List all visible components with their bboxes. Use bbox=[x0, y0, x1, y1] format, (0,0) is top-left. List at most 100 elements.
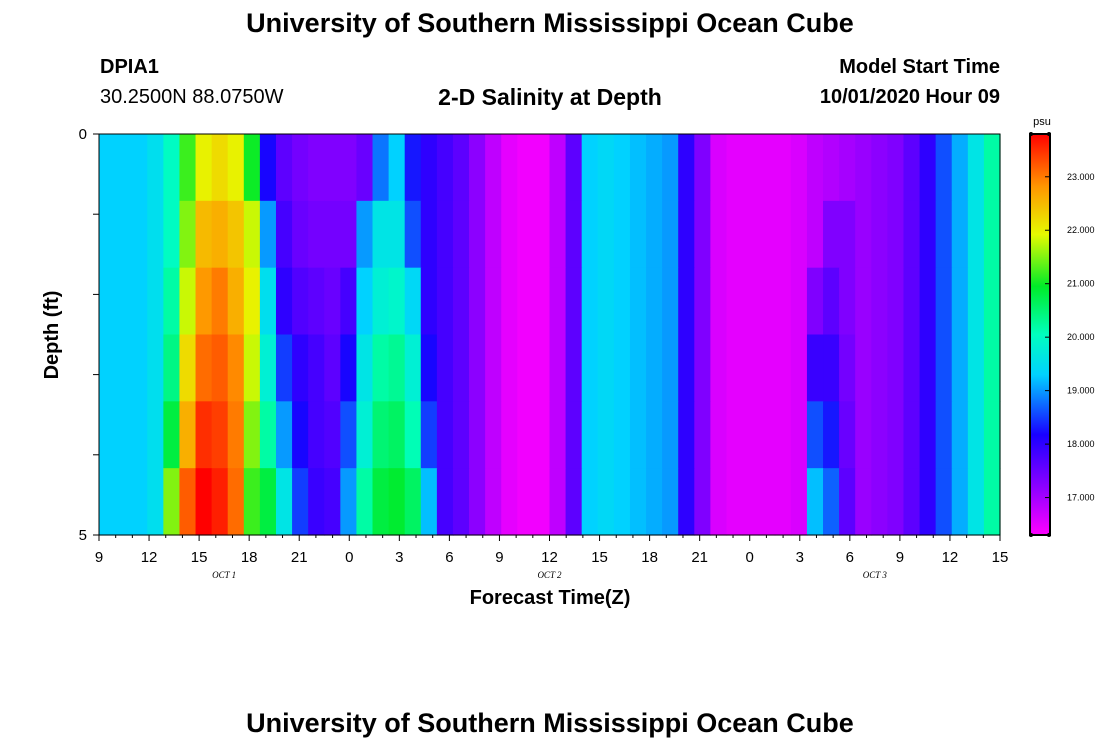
heatmap-cell bbox=[485, 468, 502, 536]
heatmap-cell bbox=[694, 200, 711, 269]
station-coordinates: 30.2500N 88.0750W bbox=[100, 86, 284, 108]
y-tick-label: 0 bbox=[79, 126, 87, 143]
heatmap-cell bbox=[243, 468, 261, 536]
heatmap-cell bbox=[211, 134, 229, 202]
heatmap-cell bbox=[356, 468, 374, 536]
heatmap-cell bbox=[115, 267, 132, 336]
heatmap-cell bbox=[195, 200, 213, 269]
heatmap-cell bbox=[823, 267, 840, 336]
heatmap-cell bbox=[887, 267, 905, 336]
heatmap-cell bbox=[839, 401, 856, 469]
heatmap-cell bbox=[259, 200, 277, 269]
heatmap-cell bbox=[839, 200, 856, 269]
x-tick-label: 21 bbox=[291, 549, 308, 566]
heatmap-cell bbox=[549, 468, 567, 536]
heatmap-cell bbox=[806, 200, 824, 269]
heatmap-cell bbox=[147, 401, 164, 469]
heatmap-cell bbox=[469, 334, 486, 402]
heatmap-cell bbox=[147, 468, 164, 536]
heatmap-cell bbox=[823, 401, 840, 469]
heatmap-cell bbox=[613, 134, 631, 202]
x-axis-label: Forecast Time(Z) bbox=[470, 587, 631, 609]
heatmap-cell bbox=[581, 334, 599, 402]
heatmap-cell bbox=[356, 401, 374, 469]
heatmap-cell bbox=[485, 401, 502, 469]
heatmap-cell bbox=[533, 401, 551, 469]
heatmap-cell bbox=[452, 468, 470, 536]
heatmap-cell bbox=[951, 267, 969, 336]
heatmap-cell bbox=[372, 334, 390, 402]
heatmap-cell bbox=[887, 200, 905, 269]
heatmap-cell bbox=[99, 334, 116, 402]
heatmap-cell bbox=[195, 468, 213, 536]
heatmap-cell bbox=[259, 334, 277, 402]
heatmap-cell bbox=[629, 200, 647, 269]
x-tick-label: 0 bbox=[345, 549, 353, 566]
heatmap-cell bbox=[983, 468, 1001, 536]
heatmap-cell bbox=[629, 267, 647, 336]
heatmap-cell bbox=[887, 134, 905, 202]
heatmap-cell bbox=[581, 468, 599, 536]
heatmap-cell bbox=[823, 134, 840, 202]
colorbar-tick-label: 18.000 bbox=[1067, 439, 1095, 449]
heatmap-cell bbox=[324, 334, 341, 402]
heatmap-cell bbox=[774, 468, 792, 536]
heatmap-cell bbox=[613, 267, 631, 336]
heatmap-cell bbox=[710, 134, 728, 202]
heatmap-cell bbox=[517, 468, 535, 536]
x-tick-label: 3 bbox=[395, 549, 403, 566]
heatmap-cell bbox=[243, 401, 261, 469]
x-tick-label: 6 bbox=[445, 549, 453, 566]
heatmap-cell bbox=[823, 200, 840, 269]
heatmap-cell bbox=[211, 267, 229, 336]
heatmap-cell bbox=[646, 134, 663, 202]
heatmap-cell bbox=[549, 267, 567, 336]
heatmap-cell bbox=[436, 267, 454, 336]
heatmap-cell bbox=[855, 334, 872, 402]
heatmap-cell bbox=[758, 267, 776, 336]
heatmap-cell bbox=[275, 134, 293, 202]
heatmap-cell bbox=[871, 200, 888, 269]
colorbar-gradient bbox=[1029, 133, 1051, 536]
heatmap-cell bbox=[420, 200, 438, 269]
heatmap-cell bbox=[131, 401, 148, 469]
heatmap-cell bbox=[163, 401, 181, 469]
heatmap-cell bbox=[99, 401, 116, 469]
heatmap-cell bbox=[163, 200, 181, 269]
heatmap-cell bbox=[195, 267, 213, 336]
heatmap-cell bbox=[179, 334, 197, 402]
colorbar-end-marker bbox=[1029, 132, 1033, 136]
heatmap-cell bbox=[839, 334, 856, 402]
heatmap-cell bbox=[774, 267, 792, 336]
heatmap-cell bbox=[871, 468, 888, 536]
heatmap-cell bbox=[227, 334, 245, 402]
heatmap-cell bbox=[790, 267, 808, 336]
heatmap-cell bbox=[99, 468, 116, 536]
heatmap-cell bbox=[790, 134, 808, 202]
heatmap-cell bbox=[678, 334, 695, 402]
heatmap-cell bbox=[613, 401, 631, 469]
heatmap-cell bbox=[758, 134, 776, 202]
heatmap-cell bbox=[565, 401, 583, 469]
heatmap-cell bbox=[388, 334, 406, 402]
heatmap-cell bbox=[517, 334, 535, 402]
heatmap-cell bbox=[710, 334, 728, 402]
colorbar-tick-label: 20.000 bbox=[1067, 332, 1095, 342]
heatmap-cell bbox=[823, 468, 840, 536]
heatmap-cell bbox=[565, 134, 583, 202]
heatmap-cell bbox=[485, 334, 502, 402]
heatmap-cell bbox=[565, 267, 583, 336]
heatmap-cell bbox=[951, 334, 969, 402]
heatmap-cell bbox=[774, 334, 792, 402]
heatmap-cell bbox=[951, 468, 969, 536]
heatmap-cell bbox=[935, 401, 953, 469]
heatmap-cell bbox=[99, 134, 116, 202]
heatmap-cell bbox=[710, 401, 728, 469]
heatmap-cell bbox=[179, 468, 197, 536]
x-tick-label: 9 bbox=[896, 549, 904, 566]
heatmap-cell bbox=[469, 468, 486, 536]
heatmap-cell bbox=[967, 134, 985, 202]
heatmap-cell bbox=[806, 267, 824, 336]
heatmap-cell bbox=[308, 134, 325, 202]
